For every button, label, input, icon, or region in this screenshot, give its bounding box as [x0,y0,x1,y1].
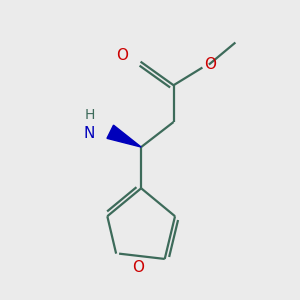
Text: O: O [116,48,128,63]
Text: O: O [204,57,216,72]
Text: H: H [85,108,95,122]
Text: O: O [132,260,144,275]
Text: N: N [84,126,95,141]
Polygon shape [107,125,141,147]
